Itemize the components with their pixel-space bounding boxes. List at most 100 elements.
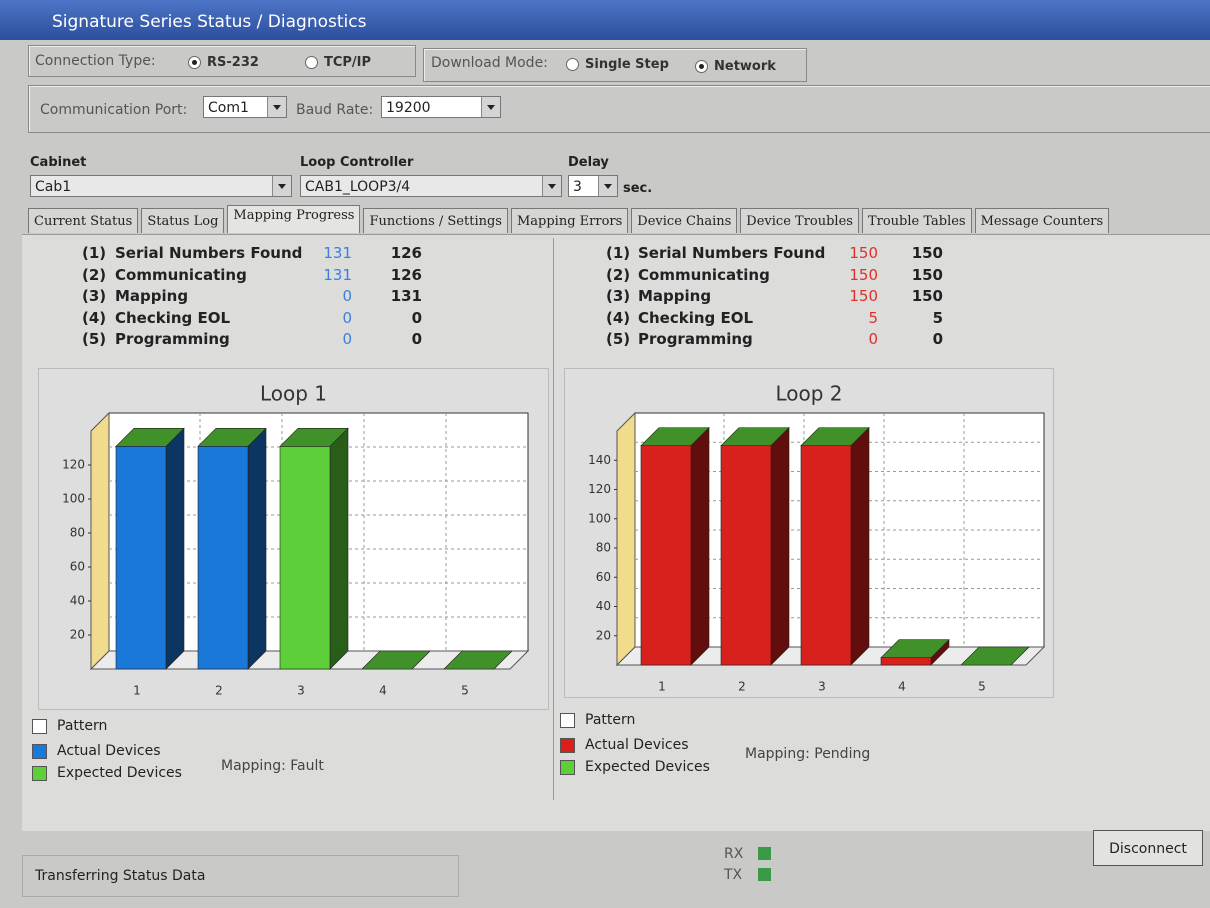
- spin-button[interactable]: [598, 176, 617, 196]
- bar: [720, 445, 772, 666]
- dropdown-button[interactable]: [542, 176, 561, 196]
- bar-side: [690, 426, 710, 666]
- checkbox[interactable]: [560, 712, 575, 728]
- legend-item: Expected Devices: [32, 765, 182, 781]
- current-value: 131: [323, 265, 352, 284]
- x-tick-label: 2: [215, 684, 223, 698]
- delay-spinner[interactable]: 3: [568, 175, 618, 197]
- radio[interactable]: [188, 56, 201, 69]
- tab[interactable]: Device Chains: [631, 208, 738, 233]
- radio-label: RS-232: [207, 55, 259, 70]
- radio-option[interactable]: TCP/IP: [305, 55, 371, 70]
- row-label: Checking EOL: [115, 308, 231, 327]
- row-index: (2): [82, 265, 107, 284]
- x-tick-label: 2: [738, 680, 746, 694]
- bar-side: [770, 426, 790, 666]
- radio-option[interactable]: RS-232: [188, 55, 259, 70]
- tx-indicator: [758, 868, 771, 881]
- row-index: (3): [82, 287, 107, 305]
- radio-label: TCP/IP: [324, 55, 372, 70]
- delay-unit: sec.: [623, 181, 653, 196]
- legend-checkbox[interactable]: Pattern: [32, 718, 107, 734]
- dropdown-button[interactable]: [272, 176, 291, 196]
- left-wall: [90, 411, 110, 671]
- radio-option[interactable]: Network: [695, 59, 776, 74]
- chart-title: Loop 2: [775, 382, 842, 406]
- row-label: Mapping: [115, 287, 189, 305]
- tab[interactable]: Functions / Settings: [363, 208, 508, 233]
- legend-swatch: [32, 765, 47, 781]
- radio-label: Single Step: [585, 57, 669, 72]
- baud-combo[interactable]: 19200: [381, 96, 501, 118]
- tab[interactable]: Status Log: [141, 208, 225, 233]
- current-value: 150: [849, 244, 878, 262]
- legend-checkbox[interactable]: Pattern: [560, 712, 635, 728]
- bar: [880, 657, 932, 666]
- tab[interactable]: Device Troubles: [740, 208, 859, 233]
- divider: [553, 238, 554, 800]
- row-label: Communicating: [115, 265, 247, 284]
- current-value: 0: [868, 330, 878, 348]
- y-tick-label: 80: [596, 541, 611, 555]
- legend-label: Actual Devices: [585, 737, 689, 753]
- loop-controller-label: Loop Controller: [300, 155, 414, 170]
- dropdown-button[interactable]: [481, 97, 500, 117]
- chart-box: Loop 2 20 40 60 80 100 120 140 1 2 3 4 5: [564, 368, 1054, 698]
- current-value: 131: [323, 244, 352, 262]
- x-tick-label: 3: [297, 684, 305, 698]
- radio[interactable]: [566, 58, 579, 71]
- tx-label: TX: [724, 867, 743, 883]
- x-tick-label: 5: [461, 684, 469, 698]
- tab-bar: Current Status Status Log Mapping Progress…: [28, 205, 1112, 233]
- bar-top: [279, 427, 349, 447]
- status-box: Transferring Status Data: [22, 855, 459, 897]
- bar-top: [361, 650, 431, 670]
- y-tick-label: 60: [70, 560, 85, 574]
- disconnect-button[interactable]: Disconnect: [1093, 830, 1203, 866]
- current-value: 0: [342, 308, 352, 327]
- bar: [800, 445, 852, 666]
- radio-option[interactable]: Single Step: [566, 57, 669, 72]
- legend-swatch: [560, 737, 575, 753]
- cabinet-combo[interactable]: Cab1: [30, 175, 292, 197]
- tab[interactable]: Mapping Errors: [510, 208, 629, 233]
- row-index: (4): [606, 308, 631, 327]
- total-value: 126: [390, 265, 422, 284]
- dropdown-button[interactable]: [267, 97, 286, 117]
- checkbox[interactable]: [32, 718, 47, 734]
- total-value: 131: [390, 287, 422, 305]
- row-label: Checking EOL: [638, 308, 754, 327]
- current-value: 5: [868, 308, 878, 327]
- rx-label: RX: [724, 846, 744, 862]
- total-value: 150: [911, 244, 943, 262]
- total-value: 0: [932, 330, 943, 348]
- tab[interactable]: Message Counters: [974, 208, 1110, 233]
- combo-value: Com1: [208, 100, 249, 116]
- x-tick-label: 5: [978, 680, 986, 694]
- y-tick-label: 60: [596, 570, 611, 584]
- y-tick-label: 100: [62, 492, 85, 506]
- bar-top: [880, 639, 950, 658]
- legend-item: Actual Devices: [560, 737, 688, 753]
- total-value: 5: [932, 308, 943, 327]
- loop-controller-combo[interactable]: CAB1_LOOP3/4: [300, 175, 562, 197]
- mapping-status: Mapping: Fault: [221, 758, 324, 774]
- tab[interactable]: Trouble Tables: [861, 208, 972, 233]
- radio[interactable]: [695, 60, 708, 73]
- row-label: Programming: [115, 330, 230, 348]
- combo-value: Cab1: [35, 179, 72, 195]
- y-tick-label: 80: [70, 526, 85, 540]
- row-index: (2): [606, 265, 631, 284]
- current-value: 150: [849, 287, 878, 305]
- port-combo[interactable]: Com1: [203, 96, 287, 118]
- legend-label: Expected Devices: [585, 759, 710, 775]
- row-label: Communicating: [638, 265, 770, 284]
- legend-label: Expected Devices: [57, 765, 182, 781]
- current-value: 0: [342, 330, 352, 348]
- tab[interactable]: Current Status: [28, 208, 139, 233]
- checkbox-label: Pattern: [57, 718, 108, 734]
- row-label: Serial Numbers Found: [115, 244, 303, 262]
- tab[interactable]: Mapping Progress: [227, 205, 361, 233]
- radio[interactable]: [305, 56, 318, 69]
- baud-label: Baud Rate:: [296, 102, 374, 118]
